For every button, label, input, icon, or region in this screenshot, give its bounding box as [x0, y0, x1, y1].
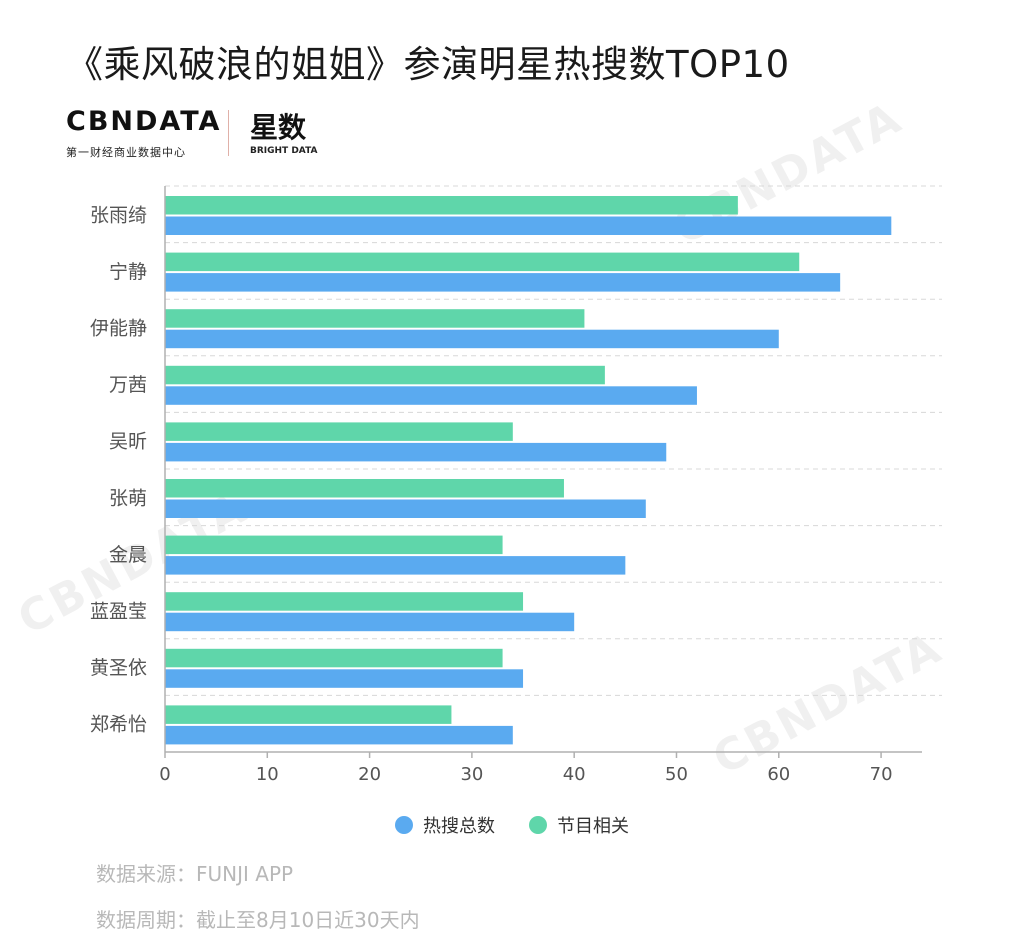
bar-total	[165, 499, 646, 518]
category-label: 吴昕	[109, 431, 147, 453]
x-tick-label: 30	[460, 764, 483, 785]
brand-main-text: 星数	[250, 111, 307, 144]
bar-total	[165, 273, 841, 292]
bar-total	[165, 556, 626, 575]
bar-program	[165, 422, 513, 441]
category-label: 伊能静	[90, 318, 147, 340]
legend-label-program: 节目相关	[557, 816, 629, 837]
bar-total	[165, 329, 779, 349]
legend-label-total: 热搜总数	[423, 816, 495, 837]
bar-total	[165, 725, 513, 745]
category-label: 金晨	[109, 544, 147, 566]
bar-program	[165, 196, 738, 215]
x-tick-label: 70	[870, 764, 893, 785]
category-label: 张雨绮	[90, 204, 147, 226]
bar-program	[165, 705, 452, 724]
footer-source: 数据来源：FUNJI APP	[96, 862, 294, 886]
category-label: 黄圣依	[90, 657, 147, 679]
bar-program	[165, 648, 503, 668]
bar-program	[165, 535, 503, 555]
logo-sub-text: 第一财经商业数据中心	[66, 146, 186, 159]
bar-total	[165, 386, 697, 405]
bar-program	[165, 309, 585, 328]
bar-program	[165, 479, 564, 498]
x-tick-label: 60	[767, 764, 790, 785]
x-tick-label: 0	[159, 764, 170, 785]
bar-total	[165, 442, 667, 462]
category-label: 万茜	[109, 374, 147, 396]
brand-sub-text: BRIGHT DATA	[250, 146, 318, 156]
legend-item-total[interactable]: 热搜总数	[395, 812, 495, 838]
footer-period: 数据周期：截止至8月10日近30天内	[96, 908, 420, 932]
chart-legend: 热搜总数 节目相关	[0, 812, 1024, 838]
category-label: 郑希怡	[90, 714, 147, 736]
legend-marker-program	[529, 816, 547, 834]
bar-total	[165, 612, 575, 632]
legend-marker-total	[395, 816, 413, 834]
logo-main-text: CBNDATA	[66, 106, 222, 137]
bar-total	[165, 216, 892, 235]
logo-divider	[228, 110, 229, 156]
chart-title: 《乘风破浪的姐姐》参演明星热搜数TOP10	[66, 43, 790, 86]
x-tick-label: 20	[358, 764, 381, 785]
category-label: 宁静	[109, 261, 147, 283]
bar-program	[165, 365, 605, 385]
x-tick-label: 10	[256, 764, 279, 785]
x-tick-label: 40	[563, 764, 586, 785]
category-label: 张萌	[109, 487, 147, 509]
legend-item-program[interactable]: 节目相关	[529, 812, 629, 838]
bar-total	[165, 669, 524, 688]
bar-program	[165, 592, 524, 611]
bar-program	[165, 252, 800, 272]
x-tick-label: 50	[665, 764, 688, 785]
category-label: 蓝盈莹	[90, 601, 147, 623]
